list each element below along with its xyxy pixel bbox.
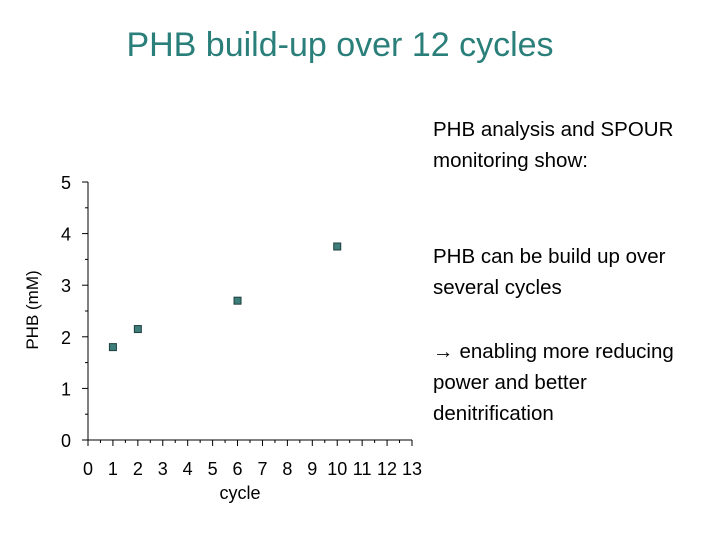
- x-tick-label: 3: [158, 459, 168, 479]
- y-tick-label: 5: [61, 173, 71, 193]
- x-tick-label: 10: [327, 459, 347, 479]
- chart-axes: [82, 181, 413, 446]
- data-point: [133, 325, 142, 334]
- side-paragraph-2: PHB can be build up over several cycles: [433, 245, 666, 299]
- x-tick-label: 12: [377, 459, 397, 479]
- data-points: [108, 242, 342, 352]
- x-tick-label: 7: [257, 459, 267, 479]
- y-axis-label: PHB (mM): [23, 270, 42, 349]
- data-point: [233, 296, 242, 305]
- side-paragraph-3-text: enabling more reducing power and better …: [433, 340, 674, 425]
- x-tick-label: 4: [183, 459, 193, 479]
- x-tick-label: 2: [133, 459, 143, 479]
- data-point: [108, 343, 117, 352]
- x-axis-label: cycle: [219, 483, 260, 503]
- x-tick-label: 9: [307, 459, 317, 479]
- y-tick-labels: 0 1 2 3 4 5: [61, 173, 71, 451]
- y-tick-label: 4: [61, 225, 71, 245]
- x-tick-label: 0: [83, 459, 93, 479]
- x-tick-label: 6: [233, 459, 243, 479]
- y-tick-label: 3: [61, 276, 71, 296]
- y-tick-label: 2: [61, 328, 71, 348]
- y-tick-label: 1: [61, 379, 71, 399]
- arrow-icon: →: [433, 340, 454, 363]
- data-point: [333, 242, 342, 251]
- x-tick-labels: 0 1 2 3 4 5 6 7 8 9 10 11 12 13: [83, 459, 422, 479]
- side-paragraph-3: → enabling more reducing power and better…: [433, 336, 713, 429]
- x-tick-label: 1: [108, 459, 118, 479]
- slide-title: PHB build-up over 12 cycles: [126, 26, 554, 64]
- x-tick-label: 11: [353, 459, 372, 479]
- y-tick-label: 0: [61, 431, 71, 451]
- side-paragraph-1: PHB analysis and SPOUR monitoring show:: [433, 118, 674, 172]
- x-tick-label: 13: [402, 459, 422, 479]
- x-tick-label: 5: [208, 459, 218, 479]
- x-tick-label: 8: [282, 459, 292, 479]
